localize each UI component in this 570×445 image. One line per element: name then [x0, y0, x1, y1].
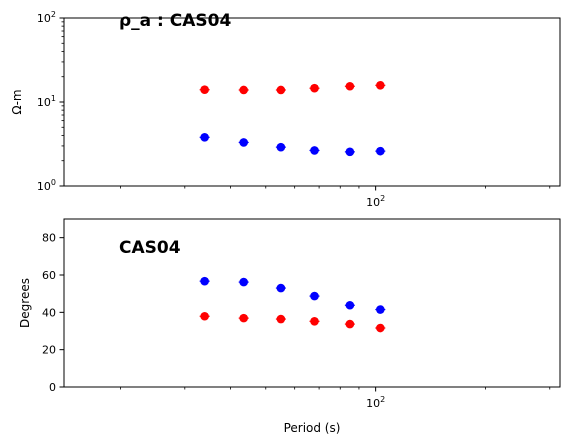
- plot-frame: [63, 17, 561, 187]
- data-point: [276, 314, 286, 324]
- data-point: [376, 305, 385, 314]
- data-point: [200, 276, 209, 286]
- resistivity-y-axis-label: Ω-m: [10, 89, 24, 114]
- x-tick-label: 102: [366, 194, 385, 209]
- phase-panel: CAS04 Degrees Period (s) 102 0 20 40 60 80: [18, 218, 561, 435]
- y-tick-label: 101: [37, 94, 56, 109]
- data-point: [239, 313, 248, 323]
- data-point: [276, 142, 286, 152]
- data-point: [345, 300, 355, 310]
- data-point: [200, 85, 209, 95]
- period-x-axis-label: Period (s): [284, 421, 341, 435]
- data-point: [239, 277, 248, 287]
- resistivity-panel: ρ_a : CAS04 Ω-m 102 100 101 102: [10, 10, 561, 209]
- y-tick-label: 60: [42, 269, 56, 282]
- data-point: [276, 283, 286, 293]
- data-point: [200, 311, 209, 321]
- data-point: [345, 319, 355, 329]
- data-point: [376, 323, 385, 333]
- data-point: [200, 132, 209, 142]
- data-point: [239, 85, 248, 95]
- y-tick-label: 20: [42, 344, 56, 357]
- data-point: [276, 85, 286, 95]
- data-point: [345, 147, 355, 157]
- data-point: [310, 146, 319, 155]
- data-point: [310, 291, 319, 301]
- y-tick-label: 102: [37, 10, 56, 25]
- y-tick-label: 0: [49, 381, 56, 394]
- phase-y-axis-label: Degrees: [18, 278, 32, 328]
- phase-panel-title: CAS04: [119, 238, 181, 258]
- data-point: [310, 83, 319, 93]
- x-tick-label: 102: [366, 395, 385, 410]
- data-point: [310, 316, 319, 326]
- y-tick-label: 40: [42, 306, 56, 319]
- y-tick-label: 100: [37, 178, 56, 193]
- y-tick-label: 80: [42, 232, 56, 245]
- data-point: [345, 81, 355, 91]
- data-point: [376, 146, 385, 156]
- data-point: [239, 138, 248, 147]
- resistivity-panel-title: ρ_a : CAS04: [119, 11, 231, 31]
- data-point: [376, 81, 385, 90]
- plot-frame: [63, 218, 561, 388]
